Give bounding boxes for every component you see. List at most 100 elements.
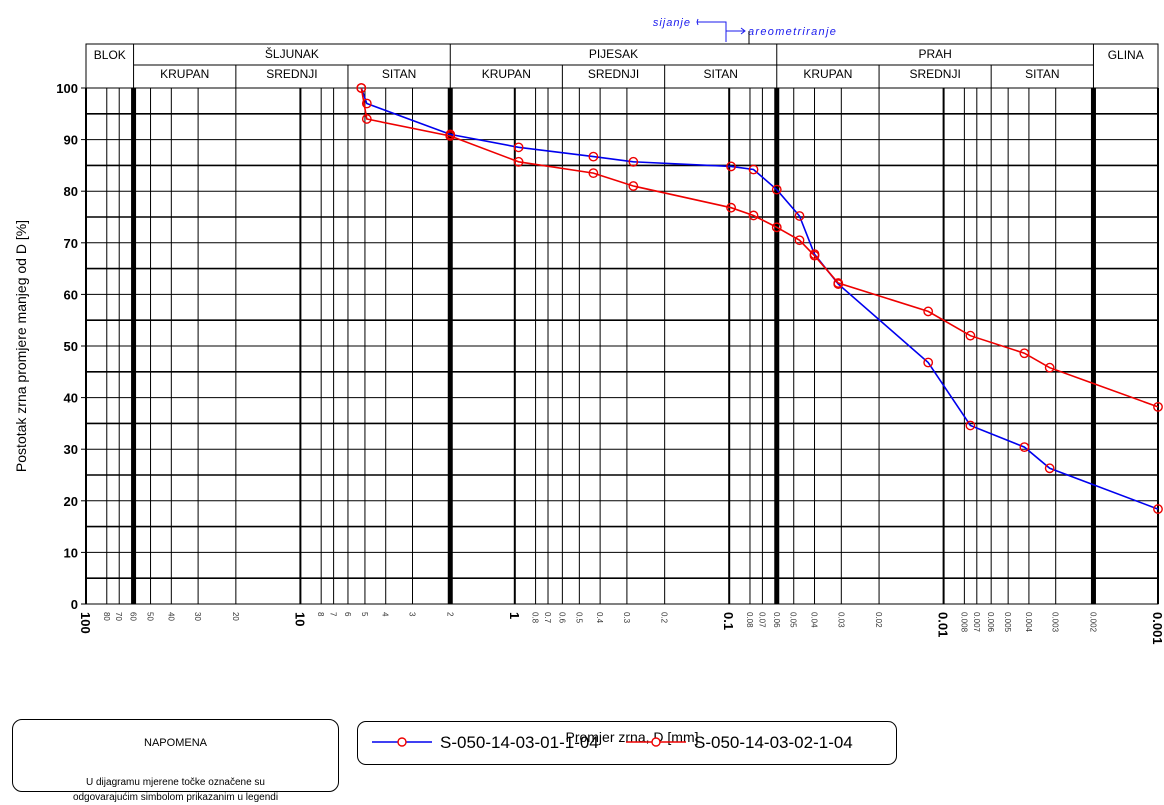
series-2-point (513, 156, 524, 167)
series-2-point (1019, 348, 1030, 359)
header-group-label: PRAH (918, 47, 951, 61)
header-subgroup-label: SREDNJI (588, 67, 639, 81)
x-tick-label: 0.005 (1003, 612, 1012, 633)
x-tick-label: 0.06 (772, 612, 781, 628)
series-1-point (748, 164, 759, 175)
x-tick-label: 0.2 (660, 612, 669, 624)
y-tick-label: 50 (64, 339, 78, 354)
x-tick-label: 0.4 (595, 612, 604, 624)
y-tick-label: 70 (64, 236, 78, 251)
series-2-point (833, 278, 844, 288)
x-tick-label: 0.07 (757, 612, 766, 628)
y-tick-label: 30 (64, 442, 78, 457)
y-tick-label: 90 (64, 133, 78, 148)
series-2-point (726, 202, 736, 213)
legend-sample-series-1 (372, 737, 432, 747)
x-tick-label: 0.3 (622, 612, 631, 624)
legend-label-series-2: S-050-14-03-02-1-04 (694, 733, 853, 752)
header-subgroup-label: KRUPAN (482, 67, 531, 81)
x-tick-label: 0.1 (721, 612, 736, 630)
method-label-hydrometer: areometriranje (748, 26, 837, 38)
x-tick-label: 2 (445, 612, 454, 617)
legend: S-050-14-03-01-1-04 S-050-14-03-02-1-04 (357, 721, 897, 765)
series-1-point (726, 161, 736, 172)
x-tick-label: 70 (114, 612, 123, 621)
x-tick-label: 0.002 (1088, 612, 1097, 633)
x-tick-label: 0.08 (745, 612, 754, 628)
legend-sample-series-2 (626, 737, 686, 747)
x-tick-label: 0.05 (789, 612, 798, 628)
series-2-point (588, 168, 599, 179)
y-axis-label: Postotak zrna promjere manjeg od D [%] (13, 220, 29, 472)
series-1-point (923, 357, 934, 368)
method-label-sieving: sijanje (653, 17, 691, 29)
x-tick-label: 100 (78, 612, 93, 634)
note-text-line-1: U dijagramu mjerene točke označene su (86, 777, 265, 788)
x-tick-label: 0.008 (959, 612, 968, 633)
header-group-label: PIJESAK (589, 47, 638, 61)
header-subgroup-label: SITAN (1025, 67, 1059, 81)
series-2-point (809, 250, 820, 261)
header-subgroup-label: KRUPAN (160, 67, 209, 81)
series-1-point (1153, 504, 1163, 514)
header-subgroup-label: SREDNJI (909, 67, 960, 81)
series-2-point (1153, 401, 1163, 412)
x-tick-label: 50 (146, 612, 155, 621)
series-1-point (588, 151, 599, 162)
x-tick-label: 0.02 (874, 612, 883, 628)
header-subgroup-label: SITAN (382, 67, 416, 81)
method-arrow-right-head (740, 27, 746, 35)
note-box: NAPOMENA U dijagramu mjerene točke označ… (12, 719, 339, 803)
x-tick-label: 1 (507, 612, 522, 619)
x-tick-label: 20 (231, 612, 240, 621)
series-2-point (445, 131, 456, 141)
header-subgroup-label: KRUPAN (803, 67, 852, 81)
x-tick-label: 60 (129, 612, 138, 621)
header-group-label: GLINA (1108, 48, 1144, 62)
x-tick-label: 0.006 (986, 612, 995, 633)
x-tick-label: 40 (166, 612, 175, 621)
series-1-point (1044, 463, 1055, 474)
x-tick-label: 0.01 (936, 612, 951, 637)
y-tick-label: 20 (64, 494, 78, 509)
series-line-1 (360, 87, 1159, 510)
y-tick-label: 60 (64, 287, 78, 302)
header-subgroup-label: SREDNJI (266, 67, 317, 81)
x-tick-label: 0.7 (543, 612, 552, 624)
series-1-point (1019, 442, 1030, 453)
series-1-point (513, 142, 524, 153)
series-2-point (628, 181, 639, 191)
x-tick-label: 3 (408, 612, 417, 617)
method-arrow-left-stem (697, 21, 727, 42)
x-tick-label: 0.004 (1024, 612, 1033, 633)
series-1-point (361, 98, 372, 109)
series-2-point (771, 222, 782, 233)
header-group-label: BLOK (94, 48, 126, 62)
y-tick-label: 0 (71, 597, 78, 612)
method-arrow-left-head (696, 18, 699, 26)
x-tick-label: 0.8 (531, 612, 540, 624)
series-2-point (356, 83, 367, 93)
series-2-point (1044, 362, 1055, 373)
x-tick-label: 7 (329, 612, 338, 617)
x-axis-label: Promjer zrna, D [mm] (565, 729, 698, 745)
series-1-point (794, 211, 805, 221)
x-tick-label: 6 (343, 612, 352, 617)
series-2-point (965, 330, 976, 341)
y-tick-label: 80 (64, 184, 78, 199)
series-1-point (628, 156, 639, 167)
y-tick-label: 100 (56, 81, 78, 96)
x-tick-label: 0.007 (972, 612, 981, 633)
x-tick-label: 0.6 (557, 612, 566, 624)
x-tick-label: 10 (292, 612, 307, 626)
y-tick-label: 10 (64, 545, 78, 560)
series-2-point (923, 306, 934, 317)
series-2-point (794, 235, 805, 246)
x-tick-label: 0.5 (574, 612, 583, 624)
x-tick-label: 8 (316, 612, 325, 617)
legend-label-series-1: S-050-14-03-01-1-04 (440, 733, 599, 752)
header-group-label: ŠLJUNAK (265, 46, 319, 61)
note-text-line-2: odgovarajućim simbolom prikazanim u lege… (72, 792, 279, 803)
header-subgroup-label: SITAN (703, 67, 737, 81)
x-tick-label: 80 (102, 612, 111, 621)
